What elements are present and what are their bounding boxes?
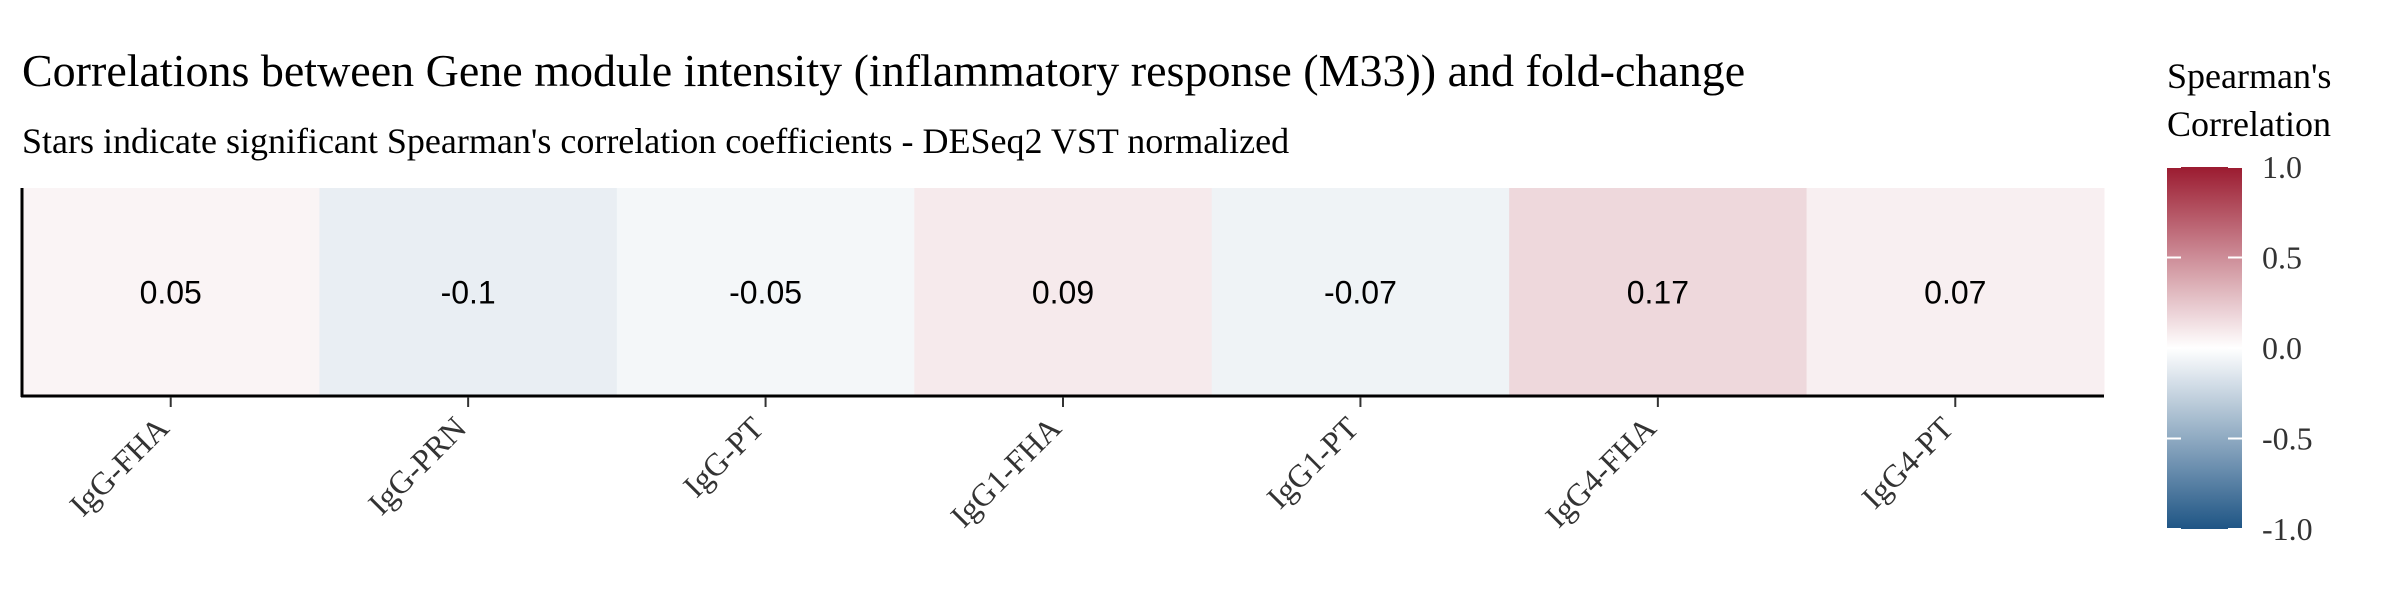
legend-tick-label: -0.5 [2262, 421, 2313, 457]
cell-value-label: 0.05 [140, 275, 202, 311]
legend-title-line-1: Spearman's [2167, 56, 2331, 96]
x-tick-label: IgG4-PT [1854, 409, 1960, 515]
x-axis-ticks: IgG-FHA IgG-PRN IgG-PT IgG1-FHA IgG1-PT IgG4-… [62, 397, 1961, 534]
legend-tick-label: 0.5 [2262, 240, 2302, 276]
legend-tick-label: 0.0 [2262, 330, 2302, 366]
heatmap-cell [616, 188, 915, 395]
heatmap-cell [1211, 188, 1510, 395]
cell-value-label: -0.05 [729, 275, 802, 311]
legend-title-line-2: Correlation [2167, 104, 2331, 144]
axes [20, 188, 2104, 398]
heatmap-cell [1509, 188, 1808, 395]
heatmap-cell [1806, 188, 2105, 395]
cell-value-label: 0.07 [1924, 275, 1986, 311]
x-tick-label: IgG1-PT [1259, 409, 1365, 515]
chart-title: Correlations between Gene module intensi… [22, 45, 1745, 96]
chart-subtitle: Stars indicate significant Spearman's co… [22, 121, 1289, 161]
x-tick-label: IgG4-FHA [1538, 409, 1663, 534]
x-tick-label: IgG-FHA [62, 409, 175, 522]
x-tick-label: IgG1-FHA [943, 409, 1068, 534]
color-legend: Spearman's Correlation 1.0 0.5 0.0 -0.5 -1.0 [2167, 56, 2331, 547]
heatmap-cell [914, 188, 1213, 395]
legend-ticks: 1.0 0.5 0.0 -0.5 -1.0 [2167, 149, 2313, 547]
x-tick-label: IgG-PRN [361, 409, 473, 521]
legend-tick-label: -1.0 [2262, 511, 2313, 547]
x-tick-label: IgG-PT [676, 409, 771, 504]
heatmap-cells: 0.05 -0.1 -0.05 0.09 -0.07 0.17 0.07 [22, 188, 2105, 395]
legend-tick-label: 1.0 [2262, 149, 2302, 185]
heatmap-cell [319, 188, 618, 395]
cell-value-label: 0.17 [1627, 275, 1689, 311]
cell-value-label: -0.07 [1324, 275, 1397, 311]
heatmap-cell [22, 188, 320, 395]
cell-value-label: -0.1 [441, 275, 496, 311]
cell-value-label: 0.09 [1032, 275, 1094, 311]
